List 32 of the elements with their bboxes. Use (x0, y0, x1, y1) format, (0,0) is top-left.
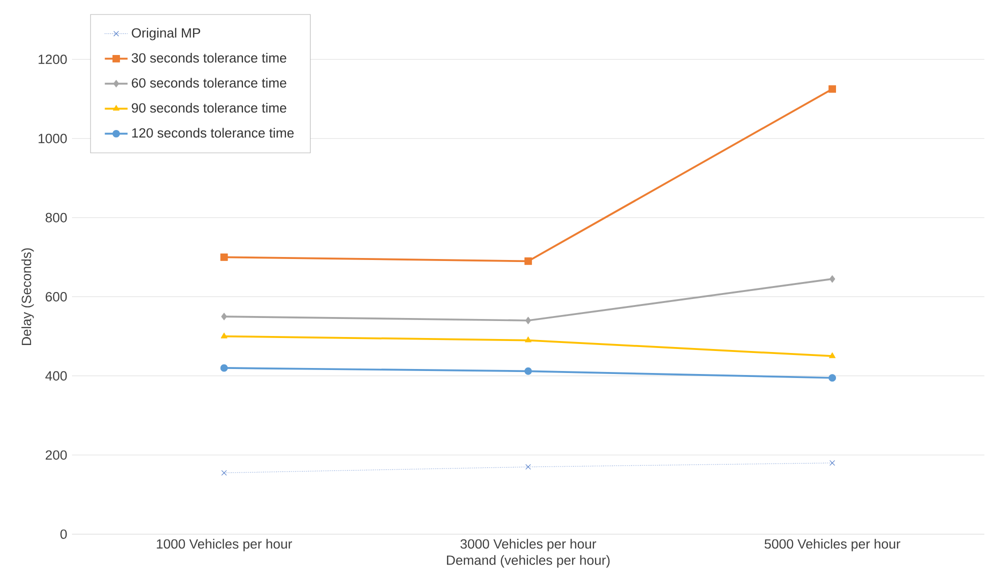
point (221, 470, 227, 476)
y-axis-title: Delay (Seconds) (21, 248, 34, 345)
x-tick-label: 5000 Vehicles per hour (764, 538, 900, 552)
point (828, 374, 836, 382)
point (220, 253, 228, 261)
point (221, 312, 227, 320)
point (525, 316, 532, 324)
point (524, 257, 532, 265)
y-tick-label: 0 (60, 529, 67, 539)
x-tick-label: 1000 Vehicles per hour (156, 538, 292, 552)
y-tick-label: 1200 (38, 54, 67, 64)
y-tick-label: 800 (46, 212, 67, 222)
x-axis-title: Demand (vehicles per hour) (446, 555, 610, 568)
y-tick-label: 600 (46, 292, 67, 302)
point (830, 460, 836, 466)
x-tick-label: 3000 Vehicles per hour (460, 538, 596, 552)
y-tick-label: 1000 (38, 134, 67, 144)
y-tick-label: 400 (45, 371, 67, 381)
point (829, 352, 836, 358)
point (220, 332, 228, 338)
legend-label: 120 seconds tolerance time (132, 128, 294, 138)
point (828, 85, 836, 93)
legend-label: 30 seconds tolerance time (132, 52, 286, 63)
point (829, 275, 836, 283)
legend-label: Original MP (132, 28, 200, 40)
y-tick-label: 200 (46, 450, 67, 460)
legend-label: 90 seconds tolerance time (132, 102, 286, 113)
point (524, 367, 532, 375)
point (525, 464, 531, 470)
point (220, 364, 228, 372)
legend-label: 60 seconds tolerance time (132, 78, 286, 88)
point (524, 336, 532, 342)
